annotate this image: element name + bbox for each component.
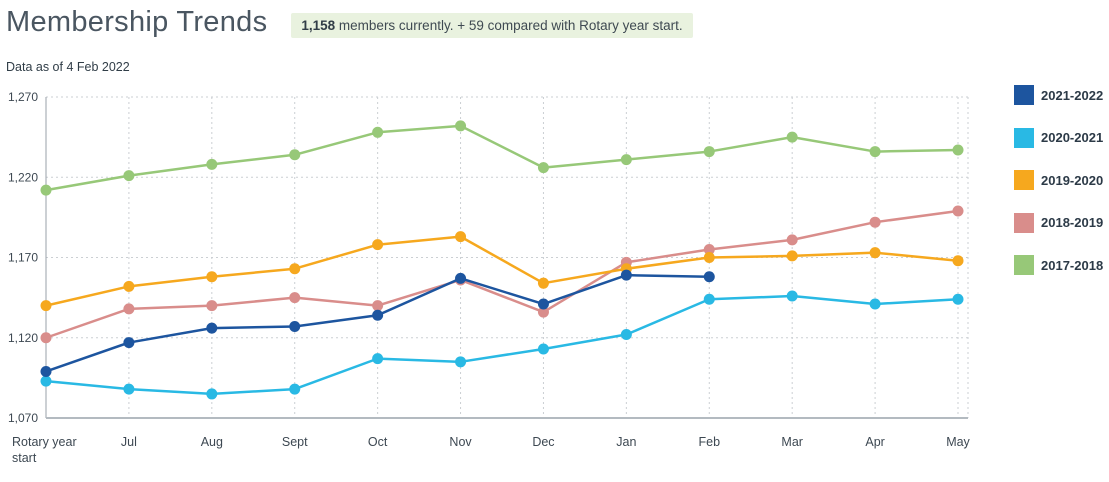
data-point-2020-2021-sept[interactable] <box>289 383 301 395</box>
data-point-2019-2020-rotary-year-start[interactable] <box>40 300 52 312</box>
data-point-2021-2022-nov[interactable] <box>455 272 467 284</box>
legend-swatch-icon <box>1014 212 1034 233</box>
data-point-2017-2018-jan[interactable] <box>620 154 632 166</box>
members-count: 1,158 <box>301 18 336 33</box>
x-axis-tick-label: Apr <box>865 435 884 449</box>
x-axis-tick-label: Aug <box>201 435 223 449</box>
data-point-2018-2019-feb[interactable] <box>703 243 715 255</box>
legend-swatch-icon <box>1014 255 1034 275</box>
data-point-2019-2020-oct[interactable] <box>372 239 384 251</box>
data-point-2017-2018-aug[interactable] <box>206 158 218 170</box>
data-point-2020-2021-may[interactable] <box>952 293 964 305</box>
legend-label: 2019-2020 <box>1041 172 1104 188</box>
series-line-2019-2020 <box>44 235 960 307</box>
legend-item-2017-2018[interactable]: 2017-2018 <box>1014 255 1103 275</box>
legend-label: 2017-2018 <box>1041 257 1104 273</box>
data-point-2018-2019-oct[interactable] <box>372 300 384 312</box>
y-axis-tick-label: 1,170 <box>8 251 38 265</box>
data-point-2020-2021-dec[interactable] <box>537 343 549 355</box>
data-point-2019-2020-feb[interactable] <box>703 252 715 263</box>
data-point-2018-2019-jul[interactable] <box>123 303 135 315</box>
x-axis-tick-label: Jul <box>121 435 137 449</box>
legend-label: 2020-2021 <box>1041 130 1104 145</box>
data-point-2019-2020-dec[interactable] <box>537 277 549 289</box>
y-axis-tick-label: 1,270 <box>8 90 38 104</box>
x-axis-tick-label: Feb <box>698 435 720 449</box>
membership-trends-chart: 1,270 1,220 1,170 1,120 1,070 Rotary year star… <box>8 90 971 465</box>
x-axis-tick-label: Mar <box>781 435 803 449</box>
data-point-2020-2021-oct[interactable] <box>372 353 384 365</box>
data-point-2017-2018-oct[interactable] <box>372 126 384 138</box>
legend-item-2018-2019[interactable]: 2018-2019 <box>1014 212 1104 233</box>
data-point-2019-2020-apr[interactable] <box>869 247 881 259</box>
x-axis-tick-label: Sept <box>282 435 308 449</box>
data-point-2017-2018-rotary-year-start[interactable] <box>40 184 52 196</box>
x-axis-tick-label: Rotary year start <box>12 435 77 465</box>
legend-swatch-icon <box>1014 170 1034 190</box>
data-point-2017-2018-sept[interactable] <box>289 149 301 161</box>
x-axis-tick-label: May <box>946 435 970 449</box>
page-title: Membership Trends <box>6 6 268 38</box>
legend-item-2021-2022[interactable]: 2021-2022 <box>1014 85 1103 105</box>
data-point-2020-2021-rotary-year-start[interactable] <box>40 375 52 387</box>
x-axis-tick-label: Oct <box>368 435 388 449</box>
y-axis-tick-label: 1,220 <box>8 170 38 184</box>
data-point-2020-2021-jan[interactable] <box>620 329 632 341</box>
data-point-2020-2021-jul[interactable] <box>123 383 135 395</box>
data-point-2021-2022-sept[interactable] <box>289 321 301 333</box>
chart-legend: 2021-2022 2020-2021 2019-2020 2018-2019 2017… <box>1014 85 1103 298</box>
data-point-2020-2021-mar[interactable] <box>786 290 798 302</box>
data-point-2020-2021-aug[interactable] <box>206 388 218 400</box>
data-point-2017-2018-nov[interactable] <box>455 120 467 132</box>
chart-header: Membership Trends 1,158 members currentl… <box>6 6 693 39</box>
data-point-2018-2019-sept[interactable] <box>289 292 301 304</box>
data-point-2021-2022-rotary-year-start[interactable] <box>40 365 52 377</box>
series-line-2020-2021 <box>44 294 960 396</box>
members-badge: 1,158 members currently. + 59 compared w… <box>291 13 693 38</box>
data-point-2021-2022-aug[interactable] <box>206 322 218 334</box>
legend-item-2020-2021[interactable]: 2020-2021 <box>1014 127 1104 148</box>
data-point-2017-2018-jul[interactable] <box>123 170 135 182</box>
data-point-2021-2022-oct[interactable] <box>372 309 384 321</box>
data-point-2019-2020-mar[interactable] <box>786 250 798 262</box>
members-badge-text: members currently. + 59 compared with Ro… <box>335 18 683 33</box>
data-point-2021-2022-feb[interactable] <box>703 271 715 283</box>
data-point-2020-2021-feb[interactable] <box>703 293 715 305</box>
data-point-2020-2021-apr[interactable] <box>869 298 881 310</box>
data-point-2021-2022-jan[interactable] <box>620 269 632 281</box>
x-axis-tick-label: Dec <box>532 435 554 449</box>
data-point-2017-2018-mar[interactable] <box>786 131 798 143</box>
data-point-2021-2022-dec[interactable] <box>537 298 549 310</box>
data-point-2019-2020-jul[interactable] <box>123 280 135 292</box>
data-point-2018-2019-aug[interactable] <box>206 300 218 312</box>
data-as-of-label: Data as of 4 Feb 2022 <box>6 60 130 74</box>
series-line-2018-2019 <box>44 209 960 339</box>
legend-label: 2018-2019 <box>1041 215 1104 230</box>
data-point-2017-2018-feb[interactable] <box>703 146 715 158</box>
data-point-2018-2019-mar[interactable] <box>786 234 798 246</box>
data-point-2017-2018-dec[interactable] <box>537 162 549 174</box>
data-point-2018-2019-rotary-year-start[interactable] <box>40 332 52 344</box>
data-point-2018-2019-dec[interactable] <box>537 306 549 318</box>
data-point-2019-2020-sept[interactable] <box>289 263 301 275</box>
legend-item-2019-2020[interactable]: 2019-2020 <box>1014 170 1103 190</box>
data-point-2017-2018-may[interactable] <box>952 144 964 156</box>
data-point-2018-2019-apr[interactable] <box>869 216 881 228</box>
data-point-2020-2021-nov[interactable] <box>455 356 467 368</box>
y-axis-tick-label: 1,070 <box>8 411 38 425</box>
legend-label: 2021-2022 <box>1041 87 1104 103</box>
series-line-2017-2018 <box>44 124 960 192</box>
data-point-2021-2022-jul[interactable] <box>123 337 135 349</box>
x-axis-tick-label: Jan <box>616 435 636 449</box>
x-axis-tick-label: Nov <box>449 435 472 449</box>
data-point-2019-2020-nov[interactable] <box>455 231 467 243</box>
legend-swatch-icon <box>1014 127 1034 148</box>
legend-swatch-icon <box>1014 85 1034 105</box>
data-point-2019-2020-aug[interactable] <box>206 271 218 283</box>
data-point-2017-2018-apr[interactable] <box>869 146 881 158</box>
y-axis-tick-label: 1,120 <box>8 331 38 345</box>
data-point-2018-2019-may[interactable] <box>952 205 964 217</box>
data-point-2019-2020-may[interactable] <box>952 255 964 267</box>
